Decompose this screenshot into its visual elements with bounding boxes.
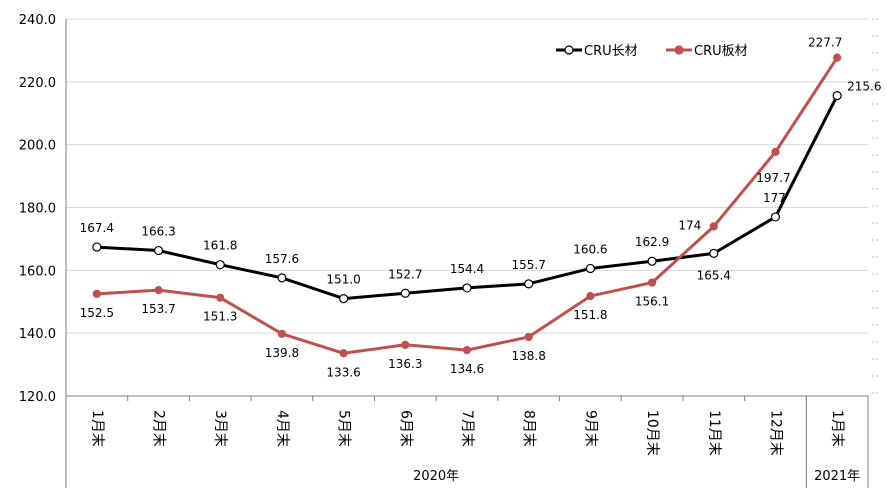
data-point (154, 286, 163, 295)
y-tick-label: 180.0 (19, 202, 56, 217)
data-point (153, 245, 164, 256)
data-label: 152.5 (80, 306, 114, 320)
x-category-label: 12月末 (767, 410, 783, 456)
x-category-label: 4月末 (274, 410, 290, 447)
data-label: 152.7 (388, 267, 422, 281)
data-point (215, 260, 225, 270)
y-tick-label: 240.0 (19, 13, 56, 28)
data-label: 162.9 (635, 235, 669, 249)
data-label: 133.6 (326, 365, 360, 379)
x-category-label: 10月末 (644, 410, 660, 456)
data-point (770, 212, 781, 222)
data-point (339, 349, 348, 358)
x-category-label: 9月末 (582, 410, 598, 447)
gridlines (66, 18, 880, 394)
data-label: 154.4 (450, 262, 484, 276)
data-point (462, 346, 472, 355)
x-category-label: 5月末 (336, 410, 352, 447)
data-labels-layer: 167.4 166.3 161.8 157.6 151.0 152.7 154.4 155.7… (80, 36, 882, 380)
data-label: 174 (678, 218, 701, 232)
data-point (832, 91, 842, 101)
legend-marker (564, 45, 574, 55)
data-point (339, 294, 349, 304)
data-label: 166.3 (141, 225, 175, 239)
y-tick-label: 200.0 (19, 139, 56, 154)
data-label: 227.7 (808, 36, 842, 50)
y-tick-labels: 120.0 140.0 160.0 180.0 200.0 220.0 240.0 (19, 13, 56, 405)
data-label: 215.6 (847, 80, 881, 94)
data-point (585, 263, 595, 274)
x-category-label: 6月末 (397, 410, 413, 447)
x-category-label: 11月末 (706, 410, 722, 456)
data-point (709, 248, 719, 258)
data-label: 157.6 (265, 252, 299, 266)
x-category-labels: 1月末 2月末 3月末 4月末 5月末 6月末 7月末 8月末 9月末 10月末 11月末 12月末 1… (89, 410, 845, 456)
data-point (92, 289, 101, 298)
data-label: 136.3 (388, 357, 422, 371)
data-label: 160.6 (573, 242, 607, 256)
x-group-labels: 2020年 2021年 (413, 469, 860, 484)
data-point (771, 147, 780, 156)
data-point (277, 329, 287, 338)
data-label: 155.7 (512, 258, 546, 272)
data-label: 153.7 (141, 302, 175, 316)
series-layer (92, 53, 842, 358)
legend-marker (674, 45, 684, 55)
x-category-label: 8月末 (521, 410, 537, 447)
data-label: 197.7 (756, 171, 790, 185)
legend-label: CRU板材 (694, 44, 748, 59)
x-category-label: 3月末 (212, 410, 228, 447)
data-point (400, 288, 410, 298)
data-point (647, 278, 657, 287)
x-category-label: 2月末 (151, 410, 167, 447)
x-group-label: 2021年 (814, 469, 860, 484)
data-label: 139.8 (265, 346, 299, 360)
x-category-label: 1月末 (89, 410, 105, 447)
data-label: 151.0 (326, 273, 360, 287)
data-label: 151.8 (573, 308, 607, 322)
data-point (216, 293, 225, 302)
data-label: 165.4 (697, 268, 731, 282)
data-label: 167.4 (80, 221, 114, 235)
legend: CRU长材 CRU板材 (556, 44, 748, 59)
data-label: 156.1 (635, 295, 669, 309)
data-point (586, 291, 595, 301)
y-tick-label: 160.0 (19, 264, 56, 279)
y-tick-label: 120.0 (19, 390, 56, 405)
x-category-label: 1月末 (829, 410, 845, 447)
data-point (647, 256, 657, 266)
data-point (401, 340, 410, 349)
data-point (524, 279, 534, 289)
axes (65, 19, 869, 488)
y-tick-label: 140.0 (19, 327, 56, 342)
data-point (709, 222, 718, 231)
data-label: 177 (763, 191, 786, 205)
data-point (277, 273, 287, 283)
data-point (92, 242, 102, 252)
data-label: 151.3 (203, 310, 237, 324)
data-label: 161.8 (203, 239, 237, 253)
x-category-label: 7月末 (459, 410, 475, 447)
y-tick-label: 220.0 (19, 76, 56, 91)
data-label: 134.6 (450, 362, 484, 376)
legend-label: CRU长材 (584, 44, 638, 59)
data-label: 138.8 (512, 349, 546, 363)
data-point (833, 53, 842, 62)
data-point (462, 283, 472, 293)
x-group-label: 2020年 (413, 469, 459, 484)
data-point (524, 332, 533, 342)
